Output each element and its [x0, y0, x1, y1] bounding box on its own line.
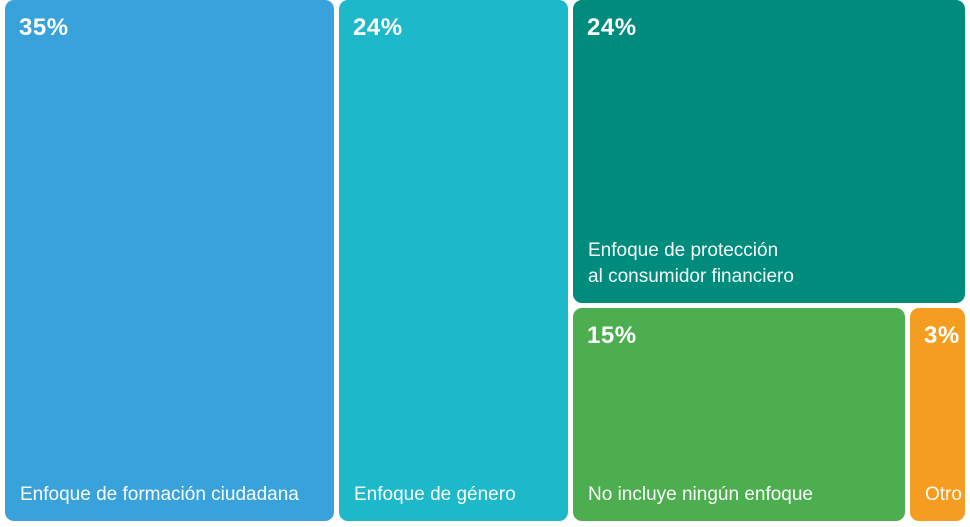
tile-value-label: 24% — [353, 14, 403, 41]
tile-value-label: 3% — [924, 322, 960, 349]
tile-category-label: Enfoque de formación ciudadana — [20, 484, 299, 506]
treemap-tile-genero[interactable]: 24% Enfoque de género — [339, 0, 568, 521]
tile-category-label: No incluye ningún enfoque — [588, 484, 814, 506]
treemap-tile-formacion-ciudadana[interactable]: 35% Enfoque de formación ciudadana — [5, 0, 334, 521]
tile-value-label: 15% — [587, 322, 637, 349]
treemap-tile-proteccion-consumidor[interactable]: 24% Enfoque de protección al consumidor … — [573, 0, 965, 303]
tile-value-label: 35% — [19, 14, 69, 41]
tile-category-label: Otro — [925, 484, 962, 506]
tile-value-label: 24% — [587, 14, 637, 41]
tile-category-label: Enfoque de protección al consumidor fina… — [588, 239, 794, 288]
tile-category-label: Enfoque de género — [354, 484, 516, 506]
treemap-tile-otro[interactable]: 3% Otro — [910, 308, 965, 521]
treemap-tile-ningun-enfoque[interactable]: 15% No incluye ningún enfoque — [573, 308, 905, 521]
